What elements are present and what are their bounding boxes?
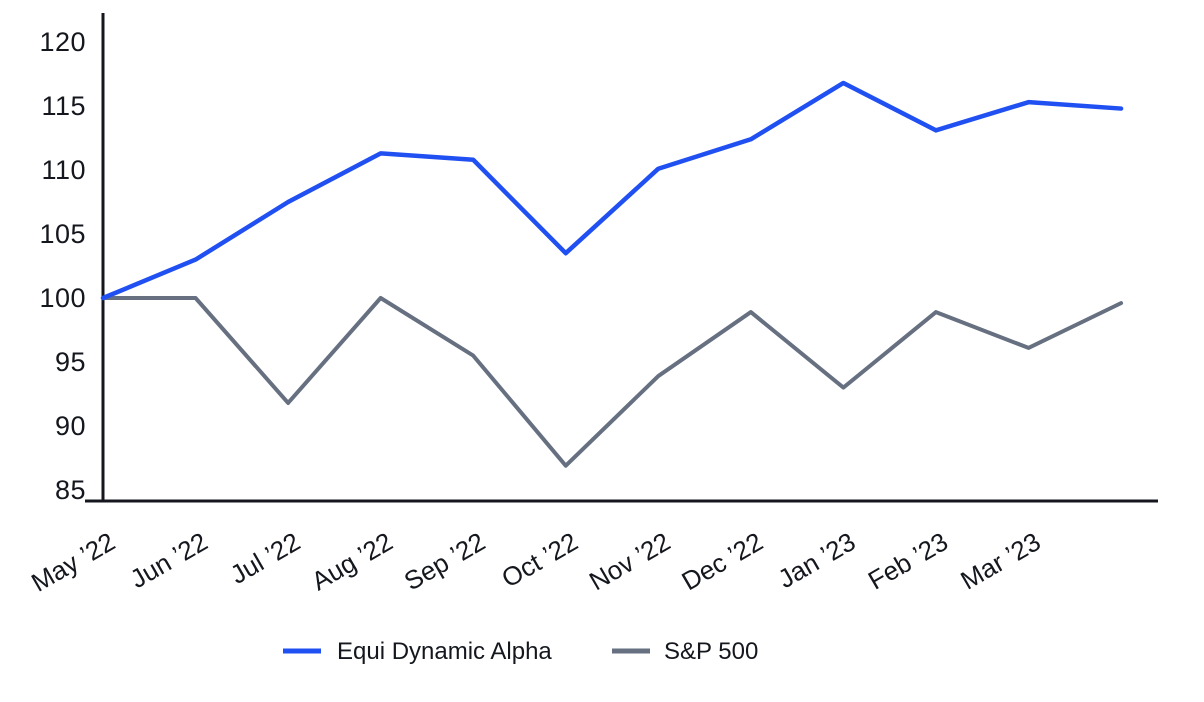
y-tick-label-85: 85 xyxy=(55,475,86,505)
x-tick-label-3: Aug ’22 xyxy=(306,526,397,596)
chart-legend: Equi Dynamic Alpha S&P 500 xyxy=(283,638,758,665)
y-tick-label-120: 120 xyxy=(39,27,86,57)
x-tick-label-7: Dec ’22 xyxy=(677,526,768,596)
x-tick-label-0: May ’22 xyxy=(26,526,120,598)
y-tick-label-95: 95 xyxy=(55,347,86,377)
series-line-equi-dynamic-alpha xyxy=(100,80,1124,301)
y-tick-label-110: 110 xyxy=(41,155,86,185)
x-tick-label-6: Nov ’22 xyxy=(584,526,675,596)
x-tick-label-9: Feb ’23 xyxy=(863,526,953,595)
y-tick-label-115: 115 xyxy=(41,91,86,121)
x-tick-label-4: Sep ’22 xyxy=(399,526,490,596)
x-tick-label-1: Jun ’22 xyxy=(125,526,213,594)
y-tick-label-90: 90 xyxy=(55,411,86,441)
x-tick-label-8: Jan ’23 xyxy=(773,526,861,594)
x-tick-label-2: Jul ’22 xyxy=(225,526,305,590)
legend-label-equi-dynamic-alpha: Equi Dynamic Alpha xyxy=(337,638,552,665)
x-tick-label-5: Oct ’22 xyxy=(496,526,582,593)
x-tick-label-10: Mar ’23 xyxy=(955,526,1045,595)
legend-label-sp500: S&P 500 xyxy=(664,638,758,665)
series-line-s-p-500 xyxy=(101,296,1124,468)
plot-area: 85 90 95 100 105 110 115 120 May ’22 Jun ’22 Jul ’… xyxy=(26,13,1158,598)
y-tick-label-105: 105 xyxy=(39,219,86,249)
y-tick-label-100: 100 xyxy=(39,283,86,313)
